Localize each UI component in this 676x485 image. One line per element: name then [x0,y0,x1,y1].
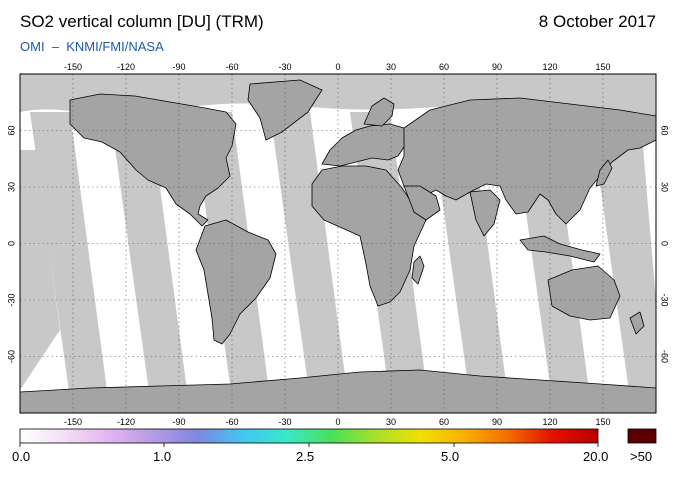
lon-tick-label: 60 [439,62,449,72]
lat-tick-label: 30 [660,182,670,192]
lon-tick-label: -150 [64,417,82,427]
lon-tick-label: 150 [595,417,610,427]
australia [547,265,621,321]
colorbar-label: 1.0 [153,449,172,464]
india [469,189,501,237]
scandinavia [363,97,395,127]
bottom-lon-ticks: -150 -120 -90 -60 -30 0 30 60 90 120 150 [64,417,611,427]
colorbar-label: 5.0 [441,449,460,464]
lon-tick-label: -60 [225,417,238,427]
colorbar-overflow-label: >50 [630,449,653,464]
data-credit: OMI – KNMI/FMI/NASA [20,39,164,54]
lon-tick-label: 0 [335,62,340,72]
lon-tick-label: -120 [117,62,135,72]
lon-tick-label: -60 [225,62,238,72]
lon-tick-label: 90 [492,417,502,427]
lon-tick-label: 150 [595,62,610,72]
lat-tick-label: -30 [6,293,16,306]
map-date: 8 October 2017 [538,12,656,31]
left-lat-ticks: 60 30 0 -30 -60 [6,125,16,363]
lon-tick-label: 30 [386,62,396,72]
orbit-gap-stripe [110,112,190,413]
right-lat-ticks: 60 30 0 -30 -60 [660,125,670,363]
land-masses [20,79,656,413]
indonesia [519,235,601,263]
africa [311,165,427,307]
orbit-gap-stripe [30,112,110,413]
lon-tick-label: 0 [335,417,340,427]
lat-tick-label: 0 [6,241,16,246]
japan [595,159,613,187]
lat-tick-label: 30 [6,182,16,192]
new-zealand [629,311,645,335]
lon-tick-label: -90 [172,62,185,72]
south-america [195,219,277,345]
arabia [403,185,441,221]
lon-tick-label: 60 [439,417,449,427]
lon-tick-label: -90 [172,417,185,427]
lon-tick-label: 120 [542,417,557,427]
map-frame [19,73,657,414]
lon-tick-label: 120 [542,62,557,72]
lon-tick-label: 30 [386,417,396,427]
lat-tick-label: 60 [6,125,16,135]
lat-tick-label: 0 [660,241,670,246]
colorbar [19,428,599,444]
lon-tick-label: 90 [492,62,502,72]
orbit-gap-stripe [590,112,656,413]
lat-tick-label: -60 [660,350,670,363]
map-title: SO2 vertical column [DU] (TRM) [20,12,264,31]
colorbar-overflow-swatch [627,428,657,444]
orbit-gap-stripe [20,150,60,390]
lon-tick-label: -30 [278,62,291,72]
colorbar-label: 0.0 [12,449,31,464]
colorbar-label: 2.5 [296,449,315,464]
lat-tick-label: -30 [660,293,670,306]
lon-tick-label: -30 [278,417,291,427]
north-america [69,93,237,227]
colorbar-label: 20.0 [583,449,609,464]
colorbar-ticks [19,443,599,447]
lat-tick-label: 60 [660,125,670,135]
lon-tick-label: -120 [117,417,135,427]
lat-tick-label: -60 [6,350,16,363]
madagascar [411,255,425,285]
top-lon-ticks: -150 -120 -90 -60 -30 0 30 60 90 120 150 [64,62,611,72]
lon-tick-label: -150 [64,62,82,72]
